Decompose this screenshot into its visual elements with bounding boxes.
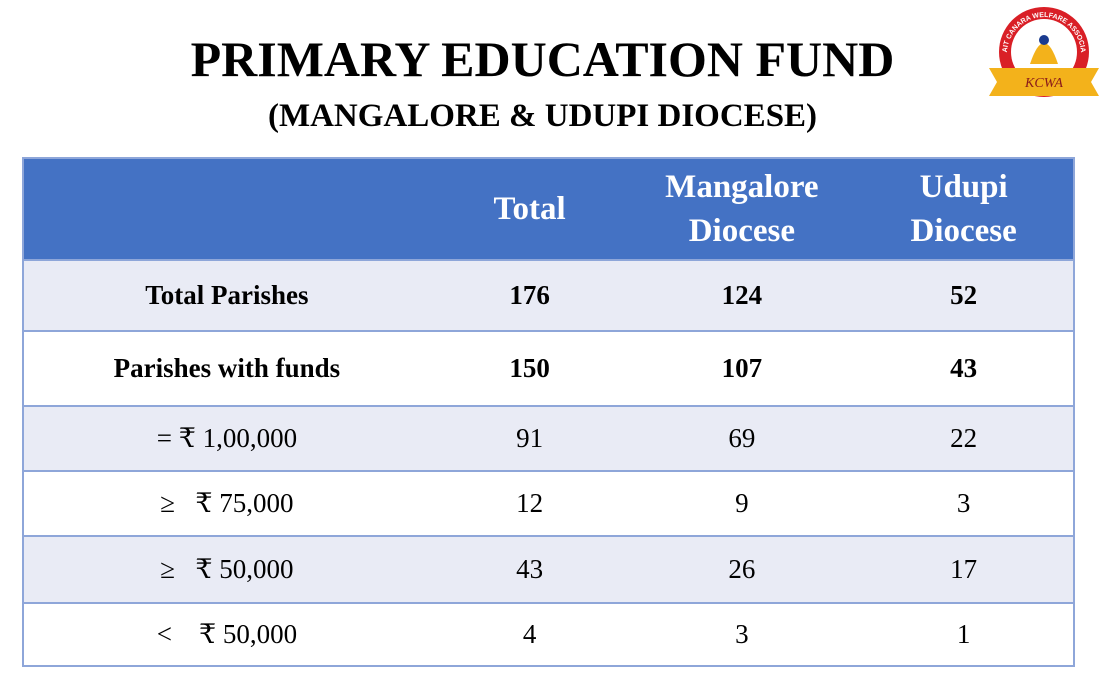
- cell-value: 17: [854, 535, 1074, 603]
- cell-value: 52: [854, 259, 1074, 331]
- cell-value: 12: [429, 470, 630, 536]
- cell-value: 91: [429, 405, 630, 471]
- row-label: = ₹ 1,00,000: [23, 405, 430, 471]
- subtitle: (MANGALORE & UDUPI DIOCESE): [267, 98, 818, 134]
- cell-value: 4: [429, 602, 630, 666]
- cell-value: 3: [629, 602, 855, 666]
- header-corner: [23, 158, 430, 260]
- table-row: Parishes with funds 150 107 43: [23, 330, 1074, 406]
- column-header: Total: [429, 158, 630, 260]
- table-row: < ₹ 50,000 4 3 1: [23, 602, 1074, 666]
- row-label: ≥ ₹ 50,000: [23, 535, 430, 603]
- cell-value: 176: [429, 259, 630, 331]
- cell-value: 9: [629, 470, 855, 536]
- row-label: Parishes with funds: [23, 330, 430, 406]
- row-label: < ₹ 50,000: [23, 602, 430, 666]
- cell-value: 107: [629, 330, 855, 406]
- logo-flame: [1030, 43, 1058, 64]
- cell-value: 150: [429, 330, 630, 406]
- cell-value: 1: [854, 602, 1074, 666]
- row-label: Total Parishes: [23, 259, 430, 331]
- cell-value: 43: [854, 330, 1074, 406]
- cell-value: 26: [629, 535, 855, 603]
- logo-label: KCWA: [1024, 76, 1063, 91]
- logo: KUWAIT CANARA WELFARE ASSOCIATION KCWA: [985, 2, 1099, 97]
- table-row: ≥ ₹ 75,000 12 9 3: [23, 470, 1074, 536]
- cell-value: 22: [854, 405, 1074, 471]
- table-row: Total Parishes 176 124 52: [23, 259, 1074, 331]
- cell-value: 3: [854, 470, 1074, 536]
- row-label: ≥ ₹ 75,000: [23, 470, 430, 536]
- column-header: Udupi Diocese: [854, 158, 1074, 260]
- cell-value: 124: [629, 259, 855, 331]
- logo-ribbon: [989, 68, 1099, 96]
- column-header: Mangalore Diocese: [629, 158, 855, 260]
- logo-figure: [1039, 35, 1049, 45]
- header-row: Total Mangalore Diocese Udupi Diocese: [23, 158, 1074, 260]
- data-table: Total Mangalore Diocese Udupi Diocese Tota…: [22, 157, 1075, 667]
- table-row: = ₹ 1,00,000 91 69 22: [23, 405, 1074, 471]
- title: PRIMARY EDUCATION FUND: [190, 31, 895, 87]
- cell-value: 69: [629, 405, 855, 471]
- table-row: ≥ ₹ 50,000 43 26 17: [23, 535, 1074, 603]
- cell-value: 43: [429, 535, 630, 603]
